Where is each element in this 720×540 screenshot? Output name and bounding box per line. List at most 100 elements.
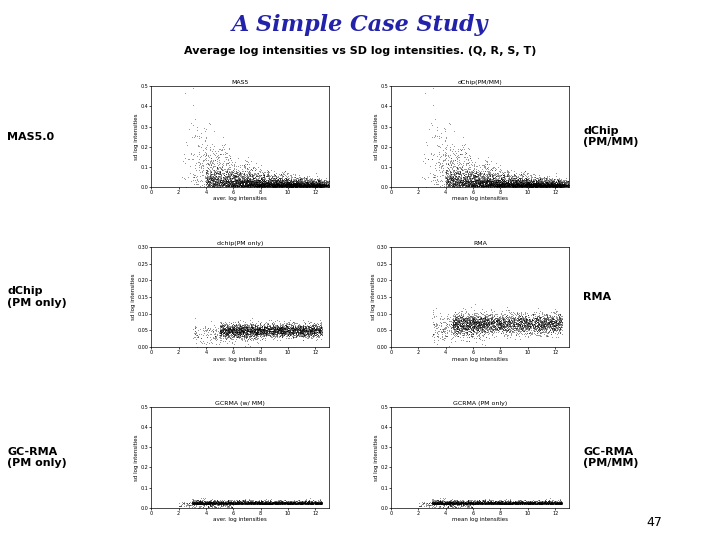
Point: [276, 181, 287, 190]
Point: [459, 499, 471, 508]
Point: [476, 500, 487, 508]
Point: [286, 182, 297, 191]
Point: [297, 181, 309, 190]
Point: [514, 499, 526, 508]
Point: [239, 178, 251, 187]
Point: [312, 180, 323, 188]
Point: [190, 173, 202, 181]
Point: [273, 180, 284, 188]
Point: [276, 325, 288, 333]
Point: [235, 325, 246, 333]
Point: [271, 180, 282, 189]
Point: [217, 181, 229, 190]
Point: [528, 320, 540, 329]
Point: [493, 323, 505, 332]
Point: [298, 498, 310, 507]
Point: [288, 497, 300, 505]
Point: [261, 182, 273, 191]
Point: [431, 497, 443, 506]
Point: [278, 180, 289, 188]
Point: [476, 326, 487, 335]
Point: [206, 168, 217, 177]
Point: [214, 322, 225, 331]
Point: [228, 181, 239, 190]
Point: [454, 171, 465, 180]
Point: [474, 499, 485, 508]
Point: [547, 325, 559, 333]
Point: [280, 181, 292, 190]
Point: [225, 327, 236, 335]
Point: [526, 320, 538, 329]
Point: [256, 499, 267, 508]
Point: [224, 329, 235, 338]
Point: [550, 180, 562, 188]
Point: [264, 498, 275, 507]
Point: [547, 499, 559, 508]
Point: [486, 322, 498, 330]
Point: [468, 173, 480, 181]
Point: [467, 179, 479, 188]
Point: [546, 178, 558, 187]
Point: [193, 499, 204, 508]
Point: [476, 499, 487, 508]
Point: [456, 329, 468, 338]
Point: [505, 321, 516, 329]
Point: [493, 319, 505, 328]
Point: [510, 178, 522, 187]
Point: [515, 499, 526, 508]
Point: [510, 177, 522, 186]
Point: [278, 324, 289, 333]
Point: [515, 308, 526, 316]
Point: [467, 168, 478, 177]
Point: [257, 176, 269, 185]
Point: [512, 174, 523, 183]
Point: [276, 180, 287, 189]
Point: [302, 178, 314, 187]
Point: [522, 321, 534, 329]
Point: [303, 332, 315, 340]
Point: [264, 176, 275, 185]
Point: [288, 177, 300, 185]
Point: [527, 499, 539, 508]
Point: [253, 177, 264, 186]
Point: [494, 176, 505, 184]
Point: [264, 178, 276, 187]
Point: [287, 318, 299, 326]
Point: [516, 174, 528, 183]
Point: [431, 132, 442, 140]
Point: [294, 499, 305, 508]
Point: [286, 178, 297, 187]
Point: [467, 314, 479, 323]
Point: [463, 499, 474, 508]
Point: [534, 180, 546, 189]
Point: [240, 328, 252, 336]
Point: [228, 181, 239, 190]
Point: [448, 500, 459, 508]
Point: [490, 314, 501, 322]
Point: [243, 179, 255, 187]
Point: [537, 499, 549, 508]
Point: [515, 178, 526, 186]
Point: [508, 182, 519, 191]
Point: [243, 326, 254, 334]
Point: [228, 172, 240, 181]
Point: [299, 498, 310, 507]
Point: [227, 171, 238, 180]
Point: [467, 324, 478, 333]
Point: [289, 318, 300, 327]
Point: [300, 497, 311, 506]
Point: [297, 498, 308, 507]
Point: [479, 499, 490, 508]
Point: [516, 182, 527, 191]
Point: [485, 325, 496, 333]
Point: [235, 498, 247, 507]
Point: [521, 327, 532, 336]
Point: [549, 499, 561, 508]
Point: [528, 320, 540, 328]
Point: [509, 182, 521, 191]
Point: [547, 500, 559, 508]
Point: [467, 496, 479, 505]
Point: [234, 333, 246, 341]
Point: [228, 329, 240, 338]
Point: [499, 180, 510, 189]
